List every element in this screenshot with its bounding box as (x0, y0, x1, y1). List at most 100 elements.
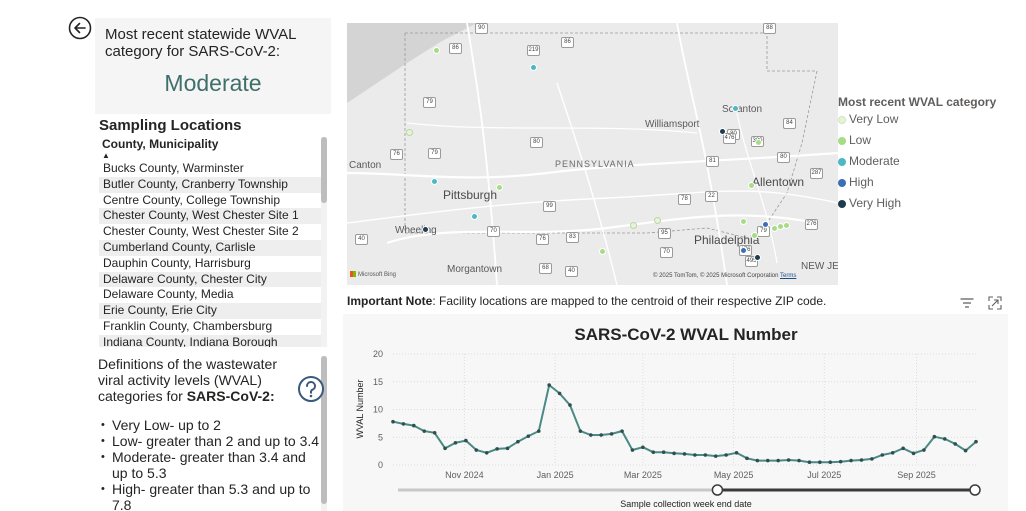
data-point[interactable] (401, 422, 406, 426)
facility-marker[interactable] (421, 225, 429, 233)
data-point[interactable] (911, 451, 916, 456)
facility-marker[interactable] (739, 217, 747, 225)
table-row[interactable]: Centre County, College Township (103, 192, 280, 207)
data-point[interactable] (630, 448, 635, 452)
data-point[interactable] (713, 454, 718, 458)
data-point[interactable] (703, 453, 708, 457)
facility-marker[interactable] (495, 183, 503, 191)
data-point[interactable] (651, 450, 656, 455)
table-row[interactable]: Chester County, West Chester Site 1 (99, 208, 321, 225)
data-point[interactable] (412, 423, 416, 428)
data-point[interactable] (942, 437, 947, 441)
data-point[interactable] (547, 383, 551, 387)
column-header-county-municipality[interactable]: County, Municipality (102, 137, 219, 151)
data-point[interactable] (568, 403, 572, 407)
data-point[interactable] (391, 419, 395, 424)
data-point[interactable] (745, 456, 749, 461)
back-arrow-icon[interactable] (68, 16, 92, 40)
data-point[interactable] (859, 458, 864, 462)
data-point[interactable] (536, 429, 541, 433)
legend-item[interactable]: Very High (838, 196, 901, 210)
data-point[interactable] (661, 450, 666, 455)
data-point[interactable] (432, 431, 437, 435)
facility-marker[interactable] (432, 46, 440, 54)
facility-marker[interactable] (739, 246, 747, 254)
data-point[interactable] (724, 453, 728, 457)
data-point[interactable] (464, 438, 468, 443)
date-slider-handle[interactable] (711, 484, 724, 496)
facility-marker[interactable] (405, 128, 413, 136)
data-point[interactable] (641, 445, 645, 450)
data-point[interactable] (443, 446, 447, 451)
data-point[interactable] (484, 450, 489, 455)
map-terms-link[interactable]: Terms (780, 273, 797, 279)
table-row[interactable]: Cumberland County, Carlisle (99, 239, 321, 256)
table-row[interactable]: Franklin County, Chambersburg (103, 318, 273, 333)
facility-marker[interactable] (653, 216, 661, 224)
facility-marker[interactable] (782, 221, 790, 229)
data-point[interactable] (890, 450, 895, 455)
table-row[interactable]: Dauphin County, Harrisburg (103, 255, 251, 270)
facility-marker[interactable] (598, 247, 606, 255)
data-point[interactable] (516, 439, 520, 444)
filter-icon[interactable] (960, 296, 974, 310)
wval-line-chart[interactable]: SARS-CoV-2 WVAL Number WVAL Number Sampl… (343, 314, 1008, 511)
data-point[interactable] (765, 458, 770, 463)
data-point[interactable] (797, 458, 801, 463)
data-point[interactable] (807, 460, 812, 465)
table-row[interactable]: Butler County, Cranberry Township (99, 176, 321, 193)
data-point[interactable] (953, 442, 957, 446)
data-point[interactable] (755, 458, 760, 463)
data-point[interactable] (870, 457, 874, 461)
data-point[interactable] (776, 458, 780, 463)
facility-marker[interactable] (629, 221, 637, 229)
sampling-locations-scrollbar[interactable] (321, 137, 327, 347)
table-row[interactable]: Chester County, West Chester Site 2 (103, 224, 299, 239)
facility-marker[interactable] (430, 177, 438, 185)
data-point[interactable] (609, 432, 614, 436)
scrollbar-thumb[interactable] (321, 137, 327, 203)
facility-marker[interactable] (747, 181, 755, 189)
data-point[interactable] (828, 460, 833, 465)
data-point[interactable] (682, 452, 687, 456)
data-point[interactable] (818, 460, 822, 465)
data-point[interactable] (786, 458, 791, 462)
table-row[interactable]: Bucks County, Warminster (103, 161, 244, 175)
data-point[interactable] (589, 433, 593, 437)
facility-marker[interactable] (529, 63, 537, 71)
facility-map[interactable]: Canton Scranton Williamsport PENNSYLVANI… (347, 23, 838, 285)
data-point[interactable] (599, 433, 604, 437)
definitions-scrollbar[interactable] (321, 356, 327, 511)
scrollbar-thumb[interactable] (321, 356, 327, 504)
table-row[interactable]: Indiana County, Indiana Borough (99, 334, 321, 347)
data-point[interactable] (578, 429, 583, 433)
table-row[interactable]: Erie County, Erie City (99, 303, 321, 319)
facility-marker[interactable] (753, 253, 761, 261)
data-point[interactable] (620, 429, 624, 433)
question-mark-icon[interactable] (297, 375, 325, 403)
date-slider-handle[interactable] (969, 484, 981, 496)
facility-marker[interactable] (470, 212, 478, 220)
facility-marker[interactable] (750, 231, 758, 239)
sampling-locations-table[interactable]: County, Municipality ▲ Bucks County, War… (99, 137, 321, 347)
legend-item[interactable]: Very Low (838, 112, 898, 126)
data-point[interactable] (880, 453, 885, 457)
data-point[interactable] (693, 453, 697, 457)
data-point[interactable] (557, 391, 562, 396)
data-point[interactable] (922, 448, 926, 452)
data-point[interactable] (838, 459, 843, 464)
table-row[interactable]: Delaware County, Chester City (99, 271, 321, 288)
data-point[interactable] (474, 448, 479, 452)
data-point[interactable] (505, 446, 510, 451)
data-point[interactable] (932, 434, 937, 439)
data-point[interactable] (422, 429, 427, 433)
data-point[interactable] (963, 448, 968, 453)
data-point[interactable] (495, 447, 499, 451)
data-point[interactable] (526, 434, 531, 438)
data-point[interactable] (734, 450, 739, 455)
legend-item[interactable]: Moderate (838, 154, 900, 168)
data-point[interactable] (901, 446, 905, 451)
data-point[interactable] (849, 458, 853, 463)
facility-marker[interactable] (731, 104, 739, 112)
facility-marker[interactable] (761, 220, 769, 228)
